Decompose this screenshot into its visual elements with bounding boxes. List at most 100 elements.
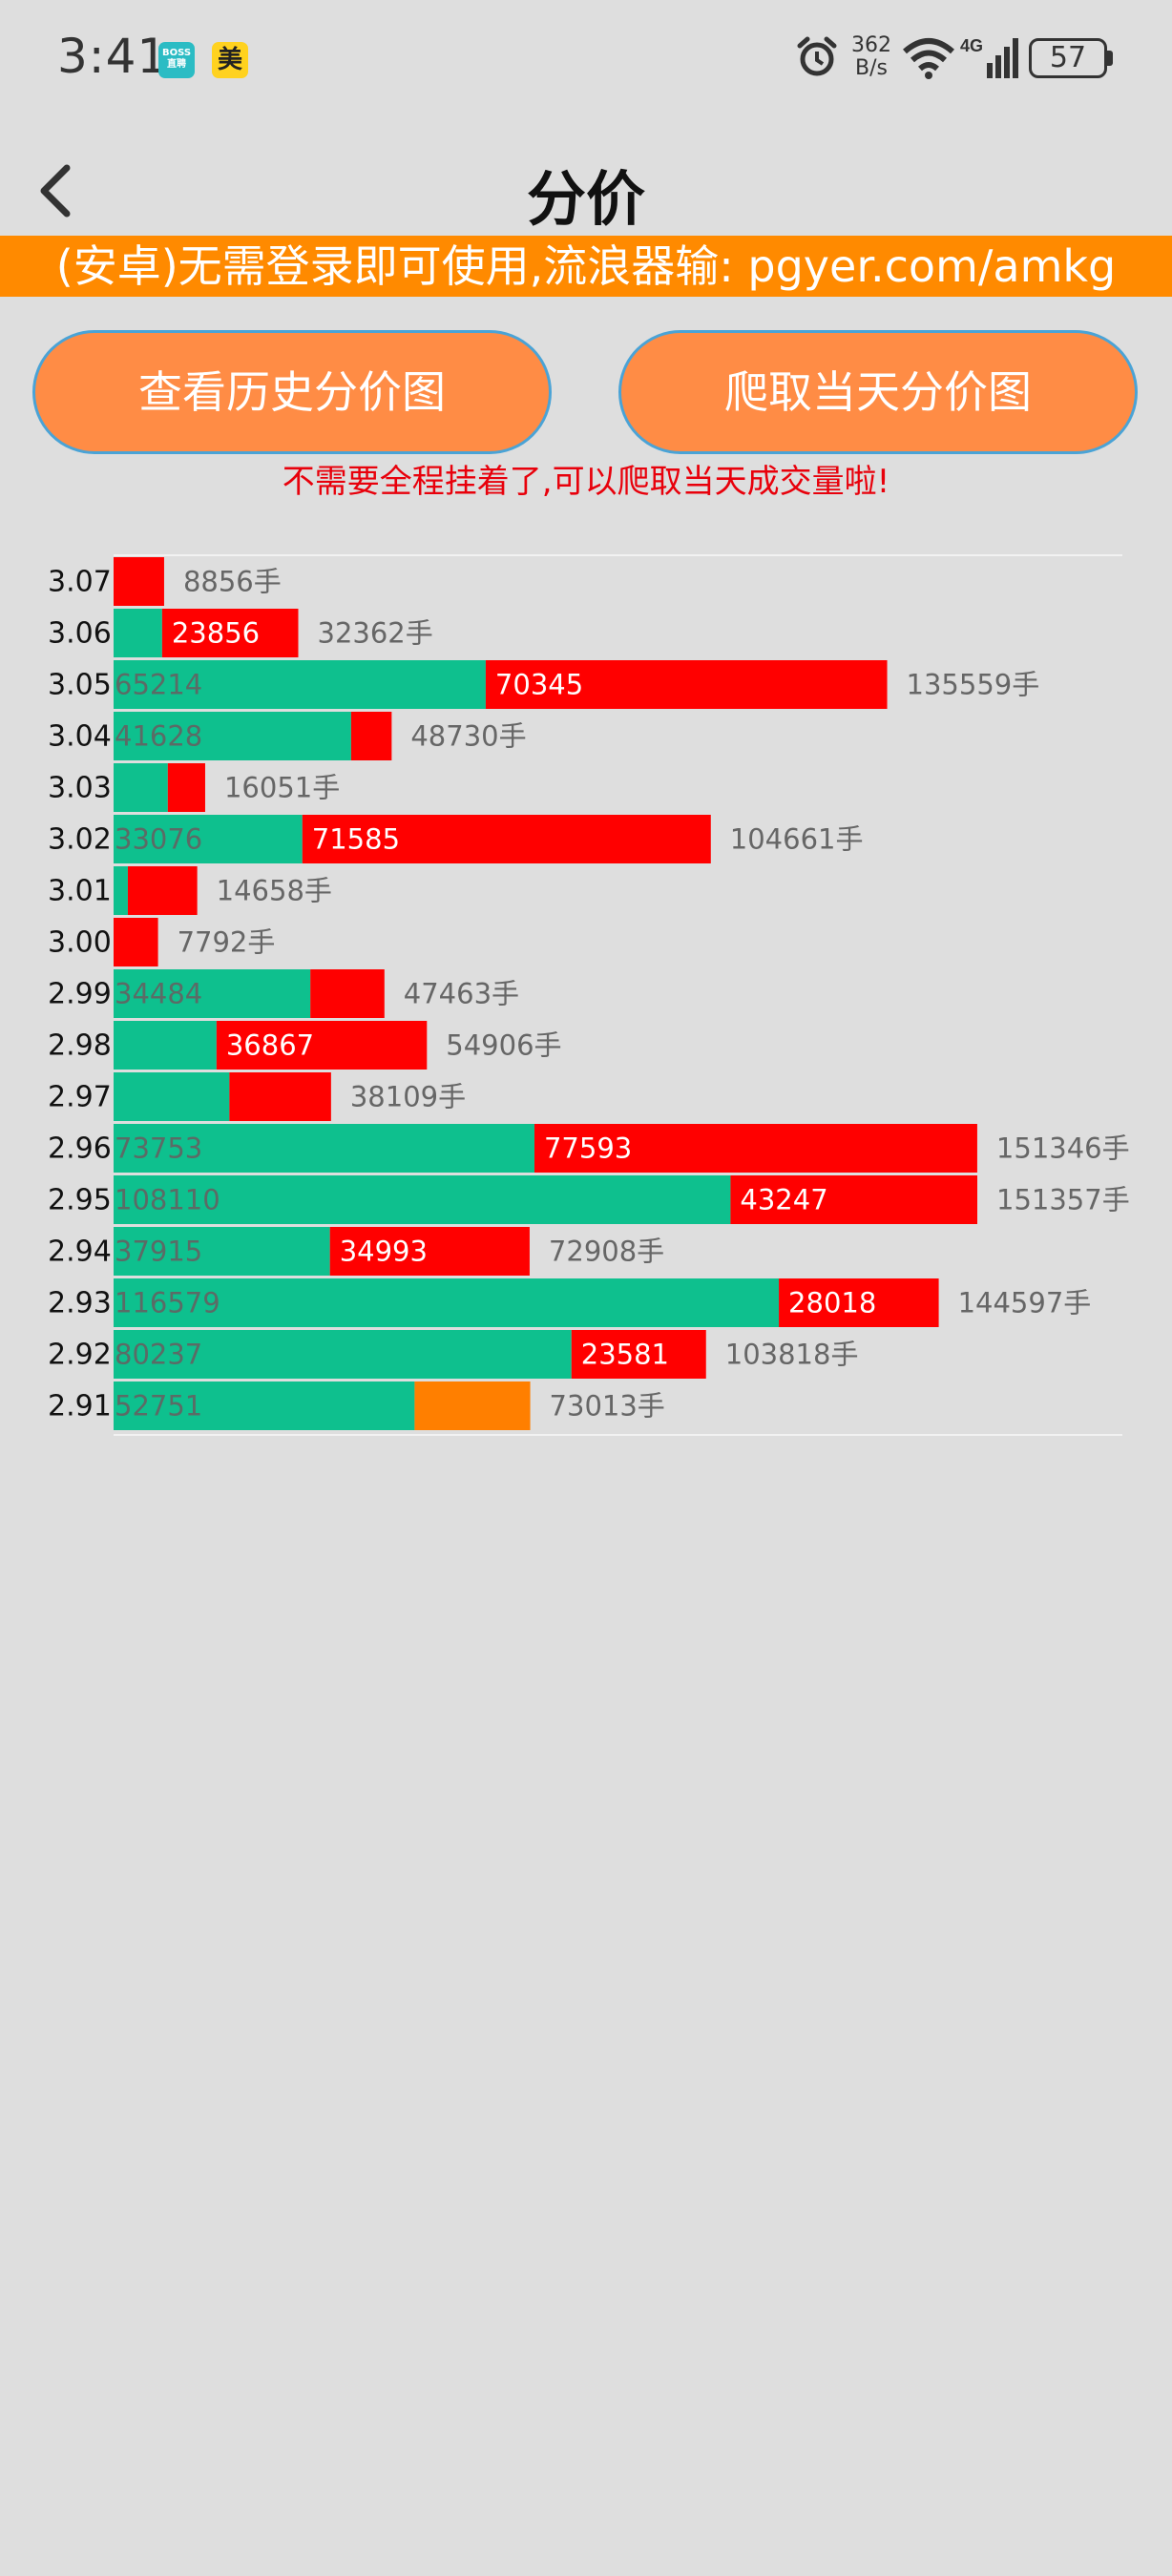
sell-volume-bar <box>350 712 392 760</box>
sell-volume-bar <box>127 866 198 915</box>
buy-volume-bar <box>114 763 168 812</box>
price-label: 3.02 <box>48 823 112 857</box>
price-label: 2.94 <box>48 1236 112 1269</box>
total-volume-label: 54906手 <box>446 1029 561 1062</box>
alarm-icon <box>797 36 837 76</box>
sell-volume-bar <box>414 1381 531 1430</box>
price-label: 3.03 <box>48 772 112 805</box>
total-volume-label: 32362手 <box>318 617 433 650</box>
total-volume-label: 104661手 <box>730 823 864 856</box>
buy-volume-label: 73753 <box>115 1132 202 1165</box>
buy-volume-label: 52751 <box>115 1390 202 1423</box>
network-type-label: 4G <box>960 36 983 55</box>
buy-volume-bar <box>114 712 351 760</box>
total-volume-label: 48730手 <box>410 720 526 753</box>
price-label: 2.96 <box>48 1132 112 1166</box>
buy-volume-bar <box>114 1175 731 1224</box>
sell-volume-bar <box>485 660 888 709</box>
buy-volume-label: 41628 <box>115 720 202 753</box>
total-volume-label: 151357手 <box>996 1184 1130 1216</box>
price-label: 3.05 <box>48 669 112 702</box>
price-label: 2.99 <box>48 978 112 1011</box>
sell-volume-label: 77593 <box>544 1132 632 1165</box>
sell-volume-label: 71585 <box>312 823 400 856</box>
total-volume-label: 144597手 <box>958 1287 1092 1319</box>
price-label: 3.00 <box>48 926 112 960</box>
buy-volume-bar <box>114 1124 534 1173</box>
price-label: 2.95 <box>48 1184 112 1217</box>
buy-volume-bar <box>114 1072 230 1121</box>
total-volume-label: 14658手 <box>217 875 332 907</box>
total-volume-label: 8856手 <box>183 566 282 598</box>
buy-volume-label: 108110 <box>115 1184 220 1216</box>
view-history-button[interactable]: 查看历史分价图 <box>32 330 552 454</box>
buy-volume-bar <box>114 1278 780 1327</box>
sell-volume-bar <box>229 1072 331 1121</box>
sell-volume-label: 28018 <box>788 1287 876 1319</box>
buy-volume-label: 80237 <box>115 1339 202 1371</box>
price-label: 2.98 <box>48 1029 112 1063</box>
buy-volume-bar <box>114 609 162 657</box>
buy-volume-bar <box>114 660 486 709</box>
price-label: 3.07 <box>48 566 112 599</box>
total-volume-label: 103818手 <box>725 1339 859 1371</box>
sell-volume-label: 23856 <box>172 617 260 650</box>
price-label: 3.01 <box>48 875 112 908</box>
signal-icon: 4G <box>960 36 1018 78</box>
sell-volume-bar <box>302 815 711 863</box>
wifi-icon <box>903 38 954 79</box>
network-speed-unit: B/s <box>855 56 888 80</box>
buy-volume-label: 37915 <box>115 1236 202 1268</box>
battery-icon: 57 <box>1029 38 1107 78</box>
promo-banner: (安卓)无需登录即可使用,流浪器输: pgyer.com/amkg <box>0 236 1172 297</box>
sell-volume-bar <box>114 918 158 966</box>
sell-volume-bar <box>534 1124 977 1173</box>
notice-text: 不需要全程挂着了,可以爬取当天成交量啦! <box>282 463 890 501</box>
sell-volume-bar <box>114 557 164 606</box>
total-volume-label: 16051手 <box>224 772 340 804</box>
sell-volume-bar <box>779 1278 939 1327</box>
total-volume-label: 47463手 <box>404 978 519 1010</box>
status-bar: 3:41 BOSS 直聘 美 362 B/s 4G 57 <box>0 0 1172 114</box>
buy-volume-bar <box>114 1330 572 1379</box>
sell-volume-bar <box>730 1175 977 1224</box>
price-label: 3.04 <box>48 720 112 754</box>
price-label: 2.91 <box>48 1390 112 1423</box>
buy-volume-label: 34484 <box>115 978 202 1010</box>
sell-volume-bar <box>161 609 299 657</box>
total-volume-label: 72908手 <box>549 1236 664 1268</box>
sell-volume-bar <box>167 763 205 812</box>
price-label: 2.93 <box>48 1287 112 1320</box>
total-volume-label: 7792手 <box>178 926 276 959</box>
buy-volume-label: 33076 <box>115 823 202 856</box>
buy-volume-bar <box>114 815 303 863</box>
network-speed-value: 362 <box>851 33 891 57</box>
total-volume-label: 135559手 <box>907 669 1040 701</box>
buy-volume-bar <box>114 1021 217 1070</box>
price-label: 3.06 <box>48 617 112 651</box>
battery-tip <box>1107 51 1113 66</box>
sell-volume-label: 36867 <box>226 1029 314 1062</box>
page-title: 分价 <box>526 164 645 234</box>
sell-volume-bar <box>310 969 385 1018</box>
sell-volume-label: 34993 <box>340 1236 428 1268</box>
sell-volume-label: 43247 <box>740 1184 827 1216</box>
buy-volume-bar <box>114 866 128 915</box>
price-label: 2.97 <box>48 1081 112 1114</box>
buy-volume-bar <box>114 1381 415 1430</box>
network-speed: 362 B/s <box>848 34 895 80</box>
boss-app-icon: BOSS 直聘 <box>158 42 195 78</box>
back-chevron-left-icon[interactable] <box>29 153 86 229</box>
sell-volume-bar <box>329 1227 530 1276</box>
sell-volume-label: 23581 <box>581 1339 669 1371</box>
total-volume-label: 151346手 <box>996 1132 1130 1165</box>
price-volume-chart: 3.07 8856手 3.06 23856 32362手 3.05 65214 70345 13… <box>48 554 1130 1436</box>
status-time: 3:41 <box>57 29 169 84</box>
price-label: 2.92 <box>48 1339 112 1372</box>
crawl-today-button[interactable]: 爬取当天分价图 <box>618 330 1138 454</box>
sell-volume-label: 70345 <box>495 669 583 701</box>
buy-volume-bar <box>114 969 311 1018</box>
total-volume-label: 73013手 <box>550 1390 665 1423</box>
buy-volume-bar <box>114 1227 330 1276</box>
total-volume-label: 38109手 <box>350 1081 466 1113</box>
